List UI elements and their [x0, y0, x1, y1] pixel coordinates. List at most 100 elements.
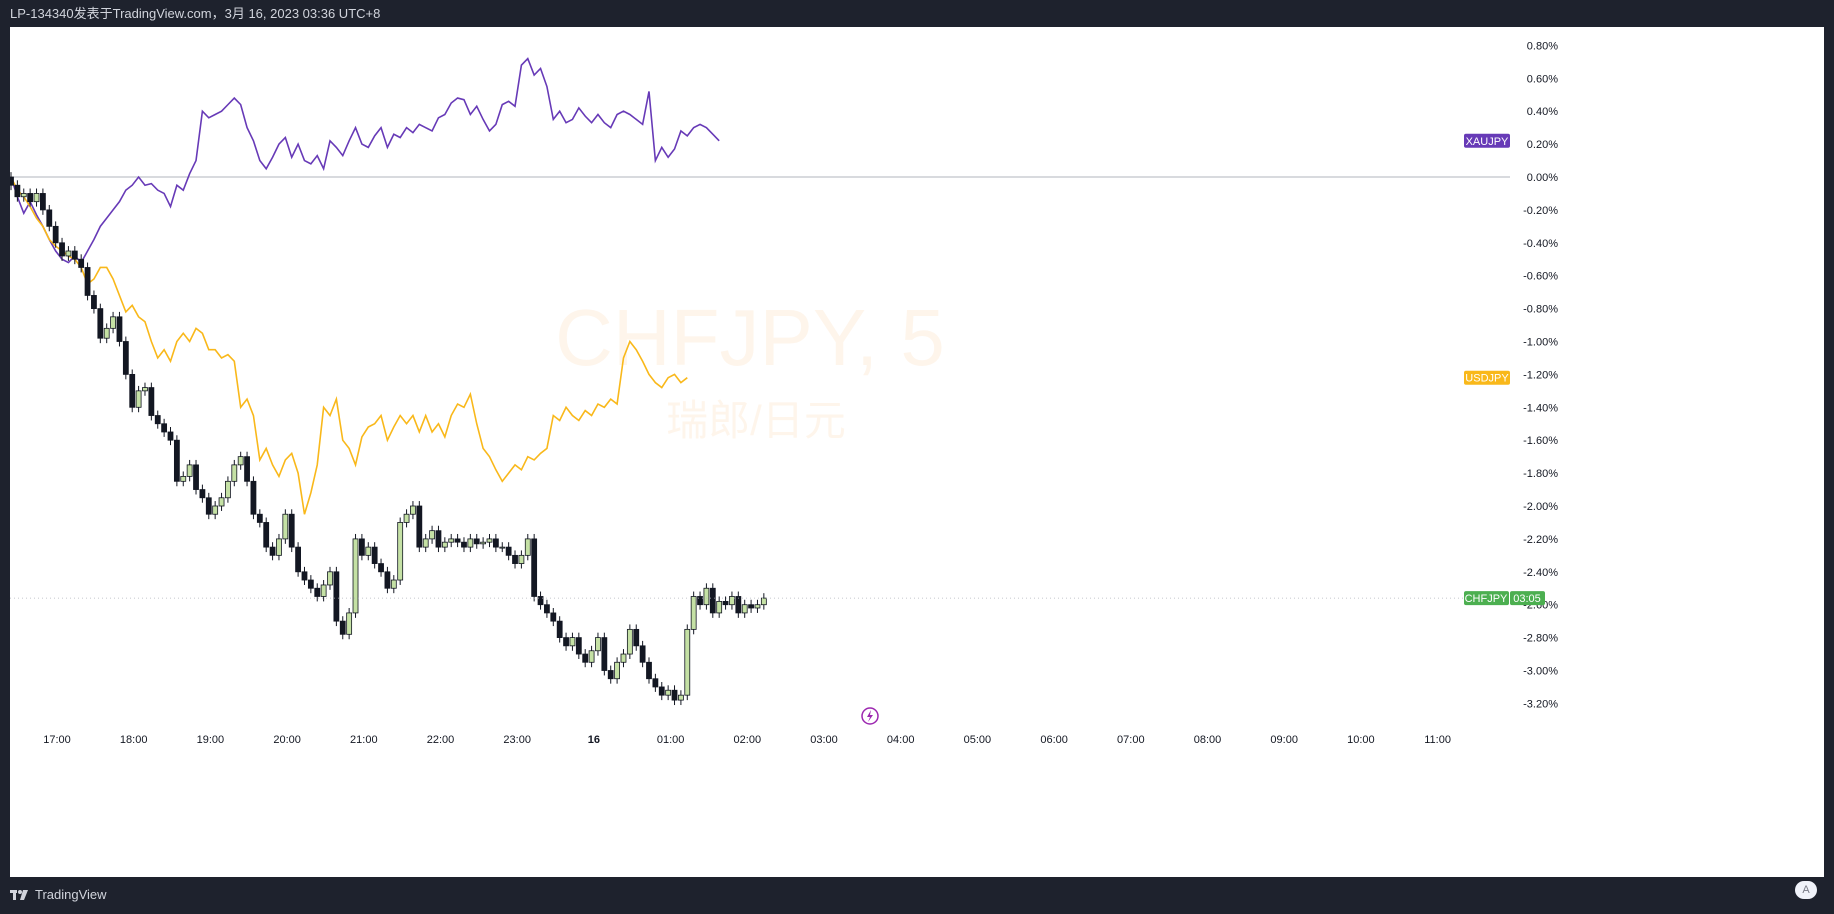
- candle-body: [518, 554, 525, 564]
- x-tick-label: 17:00: [43, 734, 71, 746]
- tradingview-brand[interactable]: TradingView: [10, 887, 107, 902]
- candle: [665, 685, 672, 701]
- candle: [435, 525, 442, 553]
- candle: [20, 188, 27, 202]
- candle-body: [684, 628, 691, 696]
- candle: [231, 459, 238, 487]
- candle-body: [33, 193, 40, 203]
- y-tick-label: -2.20%: [1523, 534, 1558, 546]
- candle-body: [384, 571, 391, 589]
- candle: [71, 246, 78, 265]
- candle-body: [142, 387, 148, 392]
- x-tick-label: 03:00: [810, 734, 838, 746]
- price-axis[interactable]: 0.80% 0.60% 0.40% 0.20% 0.00% -0.20% -0.40% -0.…: [1523, 40, 1558, 710]
- candle: [626, 624, 633, 659]
- candle: [103, 323, 110, 344]
- auto-scale-button[interactable]: A: [1795, 881, 1817, 899]
- chfjpy-label-text: CHFJPY: [1465, 593, 1508, 605]
- lightning-icon[interactable]: [861, 707, 879, 725]
- candle-body: [97, 308, 104, 339]
- candle-body: [760, 597, 767, 606]
- candle: [46, 204, 53, 232]
- candle: [27, 188, 34, 207]
- candle: [135, 385, 142, 413]
- candle: [384, 566, 391, 594]
- watermark: CHFJPY, 5 瑞郎/日元: [555, 293, 945, 444]
- candle: [301, 566, 308, 585]
- brand-name: TradingView: [35, 887, 107, 902]
- candle-body: [27, 193, 34, 203]
- candle-body: [697, 596, 703, 606]
- candle: [588, 645, 595, 668]
- y-tick-label: 0.60%: [1527, 73, 1558, 85]
- x-tick-label: 23:00: [503, 734, 531, 746]
- candle-body: [531, 538, 538, 597]
- candle-body: [748, 604, 754, 609]
- candle: [684, 624, 691, 701]
- candle-body: [544, 604, 550, 614]
- candle-body: [633, 628, 640, 647]
- candle-body: [288, 513, 295, 548]
- candle-body: [665, 689, 672, 696]
- y-tick-label: 0.80%: [1527, 40, 1558, 52]
- candle: [52, 221, 59, 248]
- candle-body: [729, 596, 735, 606]
- candle: [429, 525, 435, 544]
- candle: [180, 471, 187, 487]
- candle-body: [741, 604, 748, 614]
- candle: [314, 583, 321, 602]
- y-tick-label: -2.00%: [1523, 501, 1558, 513]
- tradingview-logo-icon: [10, 889, 28, 900]
- price-labels: XAUJPY USDJPY CHFJPY 03:05: [1464, 133, 1545, 606]
- y-tick-label: 0.40%: [1527, 106, 1558, 118]
- xaujpy-label-text: XAUJPY: [1466, 136, 1509, 148]
- candle: [307, 575, 314, 594]
- candle: [499, 542, 506, 553]
- candle-body: [703, 587, 710, 606]
- candle-body: [365, 546, 372, 556]
- candle: [697, 591, 703, 610]
- candle-body: [512, 554, 518, 564]
- candle: [607, 665, 614, 684]
- candle-body: [65, 250, 72, 257]
- x-tick-label: 02:00: [734, 734, 762, 746]
- candle: [256, 509, 263, 528]
- candle: [97, 303, 104, 344]
- candle: [678, 690, 684, 706]
- candle-body: [263, 522, 270, 548]
- candle: [556, 616, 563, 643]
- candle: [531, 533, 538, 602]
- candle: [422, 533, 429, 553]
- x-tick-label: 20:00: [273, 734, 301, 746]
- chart-canvas[interactable]: CHFJPY, 5 瑞郎/日元 0.80% 0.60% 0.40% 0.20% 0.00…: [8, 27, 1824, 877]
- watermark-description: 瑞郎/日元: [666, 397, 846, 444]
- series-layer: [8, 57, 1510, 706]
- chart-area[interactable]: CHFJPY, 5 瑞郎/日元 0.80% 0.60% 0.40% 0.20% 0.00…: [8, 27, 1824, 899]
- candle: [524, 533, 531, 561]
- candle-body: [39, 193, 46, 211]
- candle: [295, 542, 302, 577]
- candle-body: [199, 489, 206, 499]
- candle: [84, 262, 91, 301]
- candle: [486, 533, 493, 548]
- candle: [716, 596, 723, 618]
- candle: [461, 537, 467, 553]
- candle: [550, 607, 557, 627]
- candle: [91, 290, 97, 314]
- candle-body: [269, 546, 276, 556]
- x-tick-label: 05:00: [964, 734, 992, 746]
- candle: [110, 311, 116, 334]
- candle-body: [301, 571, 308, 581]
- y-tick-label: -0.40%: [1523, 238, 1558, 250]
- candle: [448, 533, 455, 548]
- candle-body: [205, 497, 212, 515]
- candle: [473, 533, 480, 549]
- candle: [225, 476, 231, 503]
- candle-body: [167, 431, 174, 441]
- candle: [327, 566, 333, 590]
- candle-body: [148, 387, 155, 416]
- time-axis[interactable]: 17:00 18:00 19:00 20:00 21:00 22:00 23:00 16 01:…: [43, 734, 1451, 746]
- y-tick-label: -2.40%: [1523, 567, 1558, 579]
- candle-body: [473, 538, 480, 545]
- candle-body: [244, 456, 250, 482]
